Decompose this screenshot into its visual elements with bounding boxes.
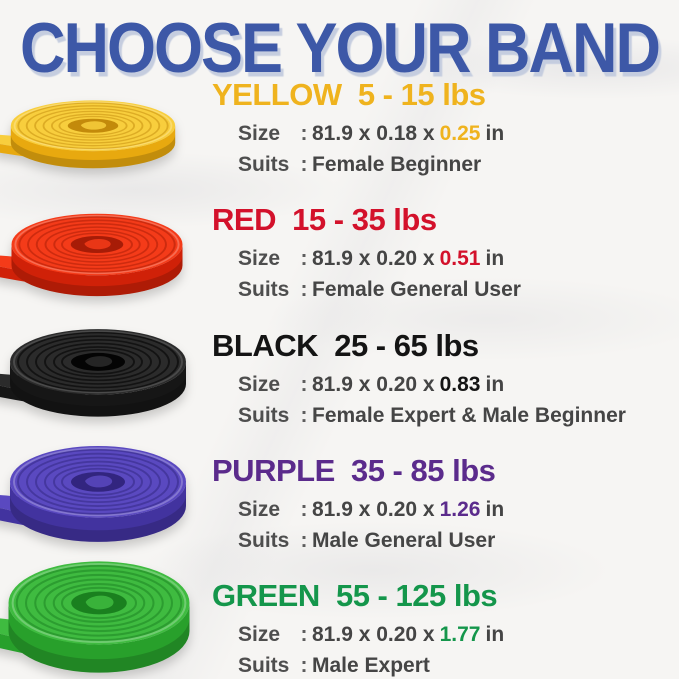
size-accent: 0.83 [439,373,481,396]
band-section-yellow: YELLOW 5 - 15 lbs Size : 81.9 x 0.18 x 0.… [212,79,677,177]
size-dimensions: 81.9 x 0.20 x [312,623,435,646]
band-heading: GREEN 55 - 125 lbs [212,578,498,613]
size-accent: 1.77 [439,623,481,646]
size-value: 81.9 x 0.20 x 1.26 in [312,498,504,522]
size-value: 81.9 x 0.18 x 0.25 in [312,122,504,146]
size-colon: : [300,498,308,521]
suits-line: Suits : Female Expert & Male Beginner [238,404,677,428]
size-value: 81.9 x 0.20 x 0.83 in [312,373,504,397]
band-photo-yellow [0,100,176,169]
size-colon: : [300,247,308,270]
band-photo-red [0,213,183,297]
size-accent: 1.26 [439,498,481,521]
size-dimensions: 81.9 x 0.20 x [312,247,435,270]
band-heading: BLACK 25 - 65 lbs [212,328,479,363]
size-line: Size : 81.9 x 0.20 x 1.26 in [238,498,677,522]
size-unit: in [485,373,505,396]
suits-value: Male Expert [312,654,430,677]
suits-line: Suits : Male General User [238,529,677,553]
band-heading: PURPLE 35 - 85 lbs [212,453,496,488]
suits-label: Suits [238,529,290,552]
size-line: Size : 81.9 x 0.20 x 0.51 in [238,247,677,271]
size-unit: in [485,498,505,521]
size-dimensions: 81.9 x 0.20 x [312,498,435,521]
size-value: 81.9 x 0.20 x 0.51 in [312,247,504,271]
band-section-black: BLACK 25 - 65 lbs Size : 81.9 x 0.20 x 0.… [212,330,677,428]
suits-label: Suits [238,654,290,677]
suits-value: Male General User [312,529,496,552]
suits-value: Female Expert & Male Beginner [312,404,626,427]
size-line: Size : 81.9 x 0.20 x 0.83 in [238,373,677,397]
size-accent: 0.25 [439,122,481,145]
size-colon: : [300,122,308,145]
band-photo-purple [0,445,186,542]
size-line: Size : 81.9 x 0.20 x 1.77 in [238,623,677,647]
size-unit: in [485,247,505,270]
band-section-red: RED 15 - 35 lbs Size : 81.9 x 0.20 x 0.51… [212,204,677,302]
suits-colon: : [300,404,308,427]
size-label: Size [238,373,281,396]
size-colon: : [300,373,308,396]
suits-line: Suits : Female Beginner [238,153,677,177]
size-unit: in [485,122,505,145]
size-line: Size : 81.9 x 0.18 x 0.25 in [238,122,677,146]
size-dimensions: 81.9 x 0.20 x [312,373,435,396]
suits-label: Suits [238,404,290,427]
suits-line: Suits : Male Expert [238,654,677,678]
suits-value: Female Beginner [312,153,482,176]
band-photo-green [0,561,190,673]
size-value: 81.9 x 0.20 x 1.77 in [312,623,504,647]
size-label: Size [238,623,281,646]
suits-colon: : [300,529,308,552]
band-heading: RED 15 - 35 lbs [212,202,437,237]
band-photo-black [0,329,186,417]
size-label: Size [238,247,281,270]
size-accent: 0.51 [439,247,481,270]
suits-value: Female General User [312,278,521,301]
suits-label: Suits [238,153,290,176]
size-colon: : [300,623,308,646]
suits-label: Suits [238,278,290,301]
suits-colon: : [300,153,308,176]
band-heading: YELLOW 5 - 15 lbs [212,77,486,112]
page-title: CHOOSE YOUR BAND [20,9,661,88]
size-unit: in [485,623,505,646]
suits-colon: : [300,654,308,677]
size-dimensions: 81.9 x 0.18 x [312,122,435,145]
suits-line: Suits : Female General User [238,278,677,302]
suits-colon: : [300,278,308,301]
size-label: Size [238,498,281,521]
size-label: Size [238,122,281,145]
